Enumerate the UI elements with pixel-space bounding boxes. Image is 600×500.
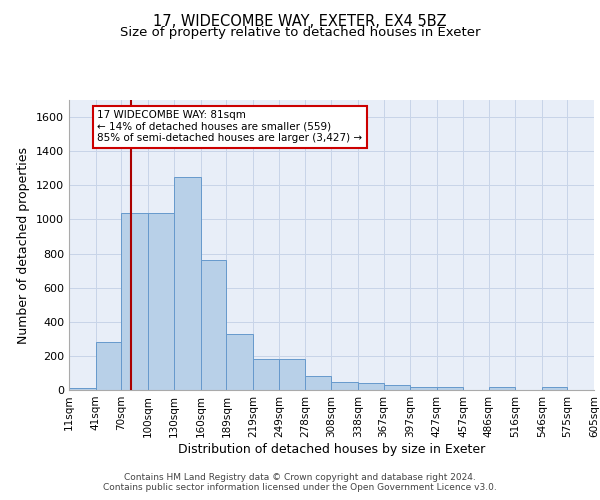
Text: 17 WIDECOMBE WAY: 81sqm
← 14% of detached houses are smaller (559)
85% of semi-d: 17 WIDECOMBE WAY: 81sqm ← 14% of detache… (97, 110, 362, 144)
X-axis label: Distribution of detached houses by size in Exeter: Distribution of detached houses by size … (178, 442, 485, 456)
Bar (383, 385, 410, 390)
Bar (253, 360, 280, 390)
Y-axis label: Number of detached properties: Number of detached properties (17, 146, 31, 344)
Bar (121, 214, 148, 390)
Bar (200, 260, 226, 390)
Bar (358, 383, 383, 390)
Bar (437, 388, 463, 390)
Bar (174, 177, 200, 390)
Bar (69, 388, 95, 390)
Text: Contains public sector information licensed under the Open Government Licence v3: Contains public sector information licen… (103, 484, 497, 492)
Bar (148, 214, 174, 390)
Bar (305, 376, 331, 390)
Bar (95, 342, 121, 390)
Bar (280, 360, 305, 390)
Bar (331, 382, 358, 390)
Text: 17, WIDECOMBE WAY, EXETER, EX4 5BZ: 17, WIDECOMBE WAY, EXETER, EX4 5BZ (153, 14, 447, 29)
Text: Size of property relative to detached houses in Exeter: Size of property relative to detached ho… (120, 26, 480, 39)
Bar (410, 386, 437, 390)
Bar (226, 334, 253, 390)
Bar (542, 388, 568, 390)
Text: Contains HM Land Registry data © Crown copyright and database right 2024.: Contains HM Land Registry data © Crown c… (124, 472, 476, 482)
Bar (489, 388, 515, 390)
